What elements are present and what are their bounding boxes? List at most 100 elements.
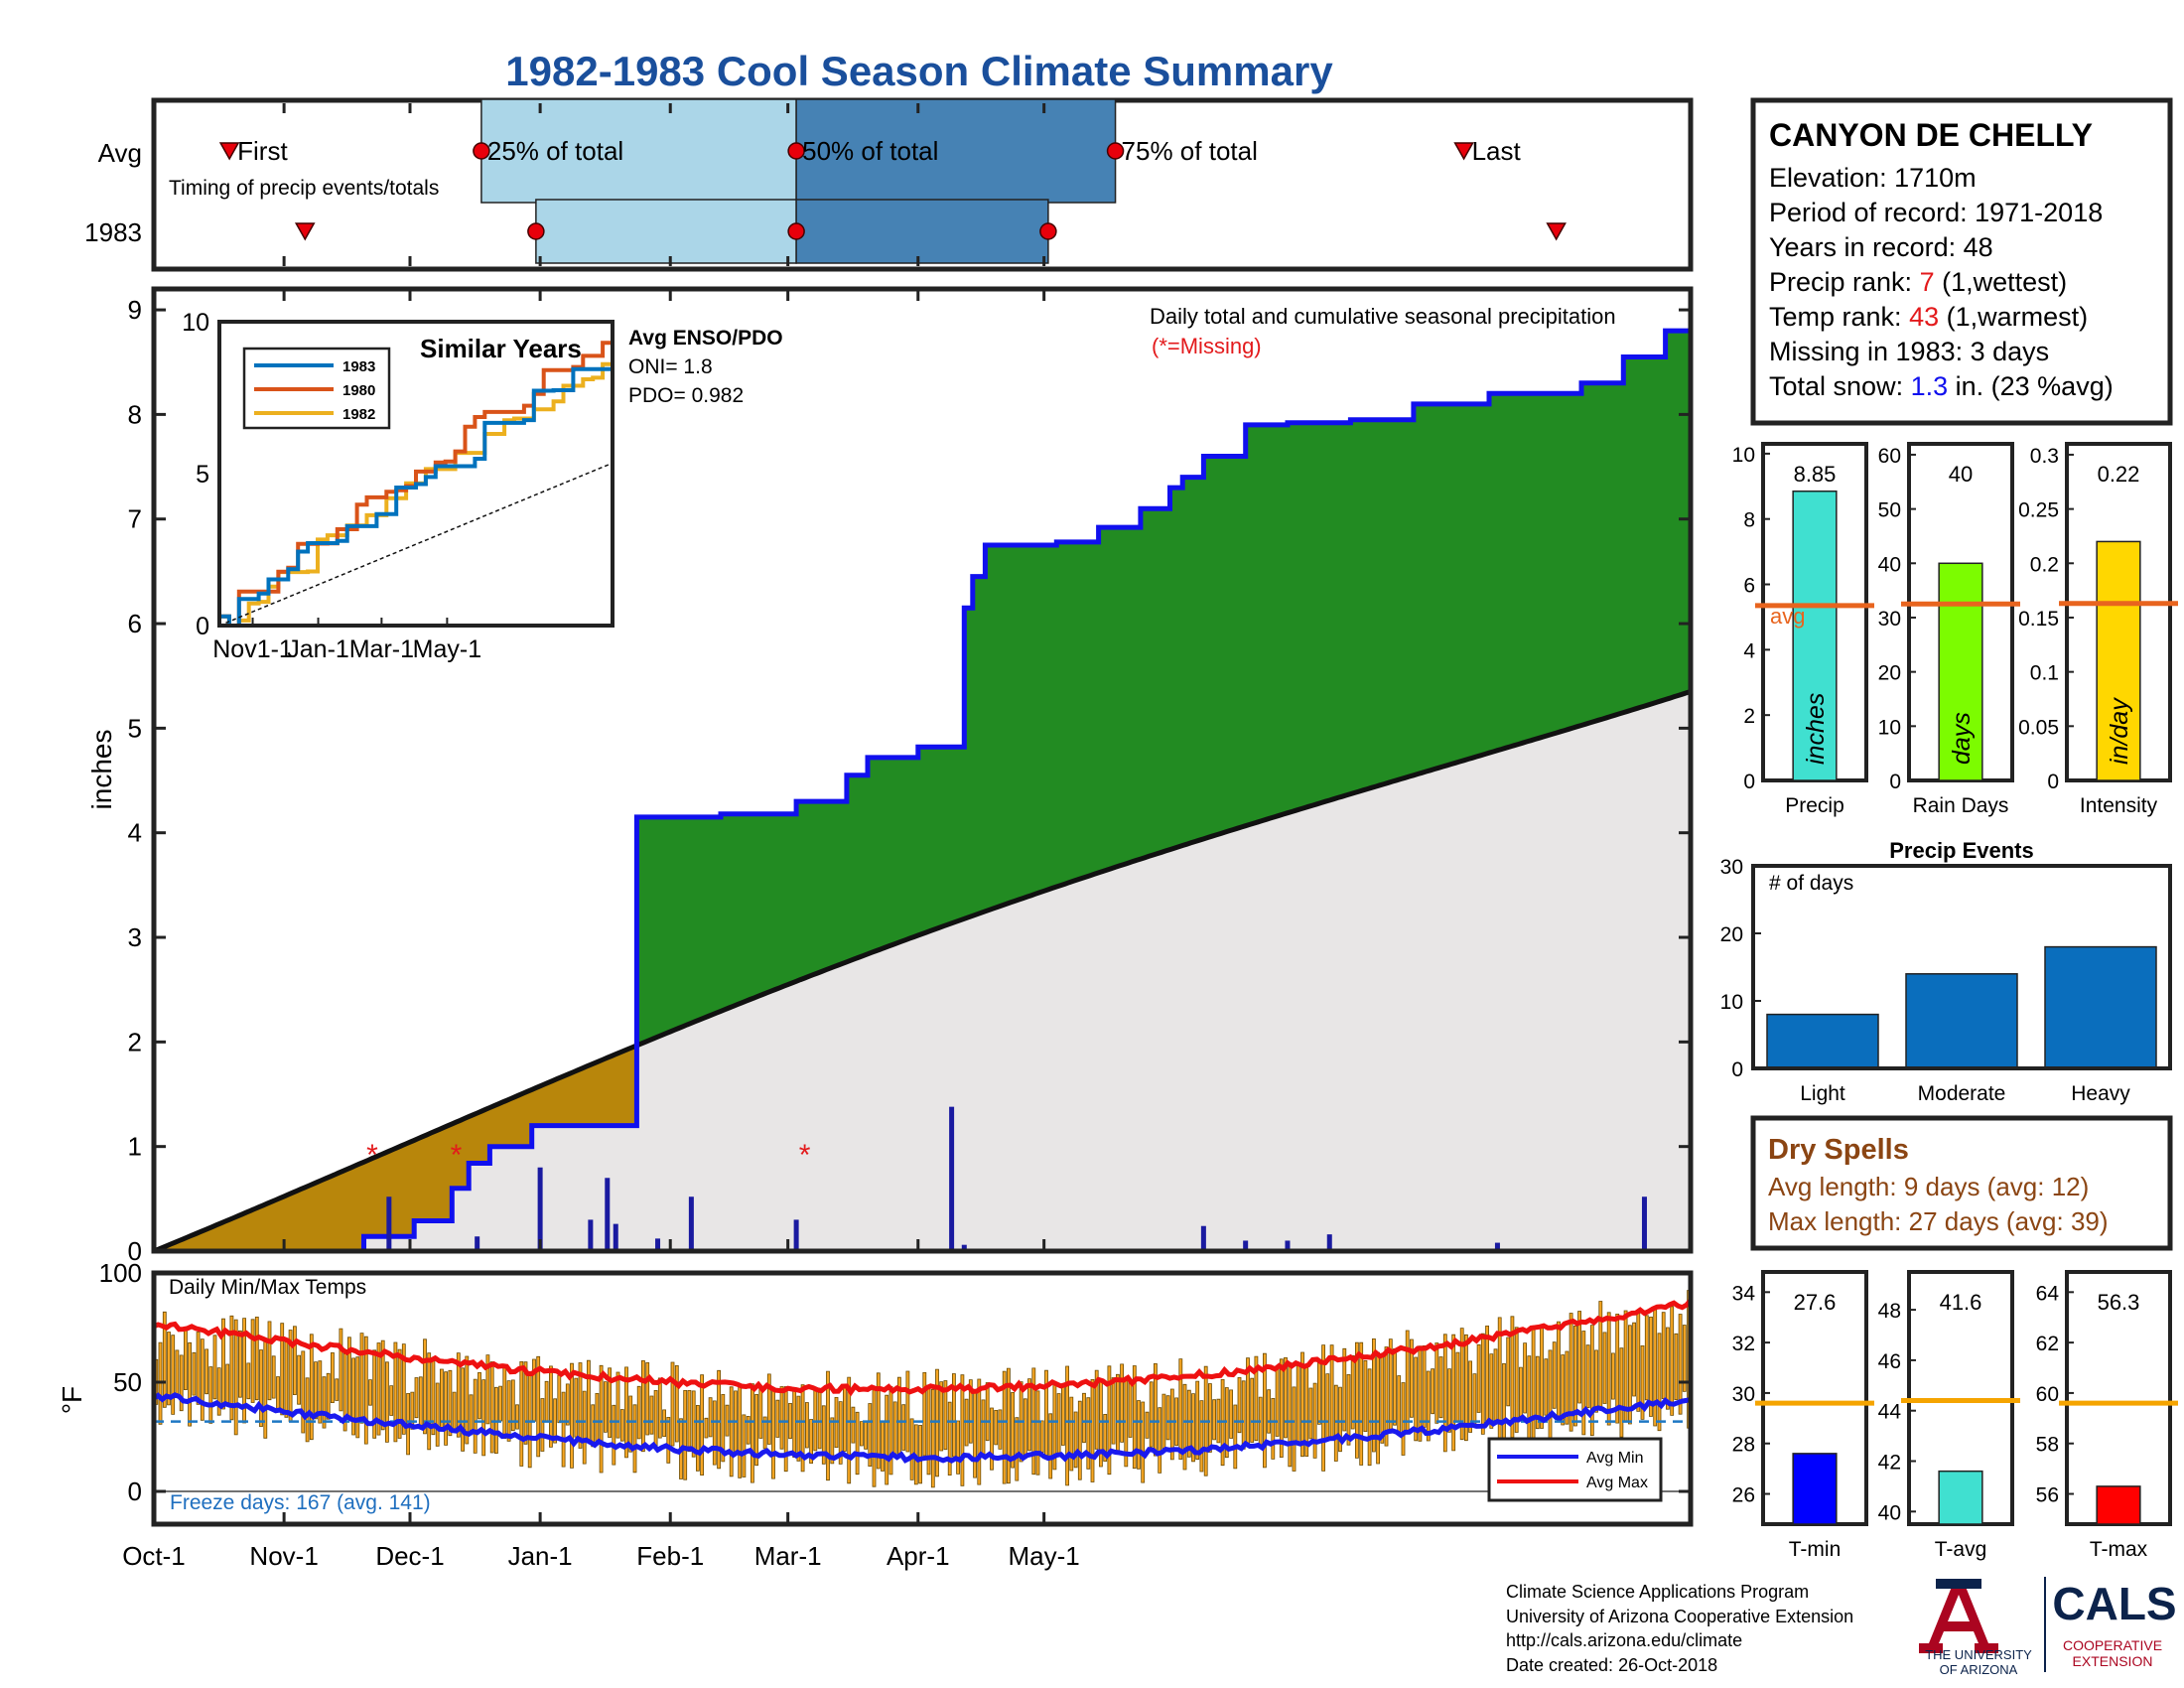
precip-events-panel: Precip Events # of days Light Moderate Hea… xyxy=(1720,838,2172,1105)
tmax-panel-value: 56.3 xyxy=(2098,1290,2140,1315)
timing-50-label: 50% of total xyxy=(802,136,938,166)
tavg-panel-tick-label: 40 xyxy=(1878,1501,1901,1524)
timing-marker-2 xyxy=(787,222,805,240)
temp-y-tick-label: 0 xyxy=(128,1477,142,1506)
legend-min-label: Avg Min xyxy=(1586,1450,1644,1467)
daily-precip-bar xyxy=(1326,1234,1332,1251)
station-name: CANYON DE CHELLY xyxy=(1769,117,2093,153)
x-axis-label: Jan-1 xyxy=(508,1541,573,1571)
x-axis-label: Oct-1 xyxy=(122,1541,186,1571)
y-tick-label: 7 xyxy=(128,504,142,534)
rain-days-panel-bar xyxy=(1938,562,1983,781)
rain-days-panel-tick-label: 50 xyxy=(1878,499,1901,522)
missing-day-marker: * xyxy=(366,1139,378,1172)
daily-precip-bar xyxy=(588,1219,594,1251)
station-period: Period of record: 1971-2018 xyxy=(1769,198,2103,227)
summary-bar-panels: 8.850246810inchesavgPrecip40010203040506… xyxy=(1732,442,2178,1561)
events-bar-heavy xyxy=(2044,945,2157,1069)
y-tick-label: 1 xyxy=(128,1132,142,1162)
temp-y-tick-label: 50 xyxy=(113,1367,142,1397)
daily-precip-bar xyxy=(1200,1225,1206,1251)
missing-day-marker: * xyxy=(451,1139,463,1172)
precip-rank: Precip rank: 7 (1,wettest) xyxy=(1769,267,2067,297)
events-tick-label: 0 xyxy=(1731,1058,1743,1081)
timing-first-label: First xyxy=(237,136,288,166)
main-ylabel: inches xyxy=(86,730,117,810)
daily-precip-bar xyxy=(613,1223,618,1251)
inset-line-1982 xyxy=(219,361,613,628)
timing-marker-2 xyxy=(787,142,805,160)
events-tick-label: 30 xyxy=(1720,856,1743,879)
precip-panel-small-bar xyxy=(1792,490,1838,781)
timing-box-50-75 xyxy=(795,98,1117,204)
footer-line-3: http://cals.arizona.edu/climate xyxy=(1506,1630,1742,1650)
tavg-panel-tick-label: 44 xyxy=(1878,1401,1902,1424)
intensity-panel-tick-label: 0.2 xyxy=(2030,553,2059,576)
intensity-panel-bar xyxy=(2096,540,2141,781)
daily-precip-bar xyxy=(688,1196,694,1251)
above-avg-area xyxy=(636,331,1692,1046)
inset-y-tick-label: 10 xyxy=(182,309,209,337)
enso-title: Avg ENSO/PDO xyxy=(628,327,783,350)
timing-last-label: Last xyxy=(1472,136,1522,166)
avg-min-line xyxy=(152,1392,1692,1464)
tmin-panel-xlabel: T-min xyxy=(1789,1538,1842,1561)
rain-days-panel-tick-label: 10 xyxy=(1878,716,1901,739)
freeze-days: Freeze days: 167 (avg. 141) xyxy=(170,1491,431,1514)
tavg-panel-value: 41.6 xyxy=(1940,1290,1982,1315)
footer-line-2: University of Arizona Cooperative Extens… xyxy=(1506,1607,1853,1626)
tmin-panel-tick-label: 34 xyxy=(1732,1282,1756,1305)
enso-oni: ONI= 1.8 xyxy=(628,355,713,378)
daily-precip-bar xyxy=(949,1106,955,1251)
dry-max: Max length: 27 days (avg: 39) xyxy=(1768,1206,2109,1236)
timing-box-50-75 xyxy=(795,199,1049,264)
precip-panel: inches Daily total and cumulative season… xyxy=(86,286,1694,1266)
rain-days-panel-tick-label: 0 xyxy=(1889,771,1901,793)
temp-y-tick-label: 100 xyxy=(99,1258,142,1288)
inset-y-tick-label: 5 xyxy=(196,461,209,489)
y-tick-label: 5 xyxy=(128,713,142,743)
precip-panel-small-tick-label: 0 xyxy=(1743,771,1755,793)
inset-x-tick-label: Mar-1 xyxy=(349,635,414,663)
x-axis-label: Apr-1 xyxy=(887,1541,950,1571)
daily-precip-bar xyxy=(605,1178,611,1251)
y-tick-label: 8 xyxy=(128,399,142,429)
tavg-panel-tick-label: 48 xyxy=(1878,1300,1901,1323)
timing-marker-3 xyxy=(1106,142,1125,160)
y-tick-label: 0 xyxy=(128,1236,142,1266)
rain-days-panel: 40 0 10 20 30 40 50 60 days Rain Days xyxy=(1878,442,2020,817)
temp-panel-frame xyxy=(151,1270,1694,1527)
tmax-panel-tick-label: 56 xyxy=(2036,1484,2059,1507)
timing-75-label: 75% of total xyxy=(1122,136,1258,166)
cals-logo: CALS COOPERATIVE EXTENSION xyxy=(2052,1578,2176,1669)
temp-ylabel: °F xyxy=(57,1386,87,1414)
precip-panel-frame xyxy=(151,286,1694,1254)
rain-days-panel-tick-label: 40 xyxy=(1878,553,1901,576)
cumulative-1983-line xyxy=(154,322,1694,1254)
inset-x-tick-label: Jan-1 xyxy=(287,635,349,663)
precip-panel-small-tick-label: 6 xyxy=(1743,575,1755,598)
footer-line-1: Climate Science Applications Program xyxy=(1506,1582,1809,1602)
footer-line-4: Date created: 26-Oct-2018 xyxy=(1506,1655,1717,1675)
rain-days-panel-tick-label: 20 xyxy=(1878,662,1901,685)
rain-days-panel-value: 40 xyxy=(1949,462,1973,487)
temp-legend-box xyxy=(1487,1437,1663,1502)
tavg-panel-tick-label: 42 xyxy=(1878,1452,1901,1475)
events-category-label: Moderate xyxy=(1918,1082,2006,1105)
page-title: 1982-1983 Cool Season Climate Summary xyxy=(505,48,1333,94)
daily-precip-bar xyxy=(961,1244,967,1251)
inset-y-tick-label: 0 xyxy=(196,613,209,640)
inset-avg-line xyxy=(218,462,614,627)
precip-panel-small-unit: inches xyxy=(1802,693,1830,765)
first-marker xyxy=(218,142,240,161)
inset-line-1983 xyxy=(219,358,614,628)
temp-rank: Temp rank: 43 (1,warmest) xyxy=(1769,302,2088,332)
university-of-arizona-logo: THE UNIVERSITY OF ARIZONA xyxy=(1919,1579,2032,1677)
enso-pdo: PDO= 0.982 xyxy=(628,384,744,407)
last-marker xyxy=(1453,142,1474,161)
y-tick-label: 6 xyxy=(128,609,142,638)
tmin-panel-bar xyxy=(1792,1453,1838,1525)
timing-row-avg-label: Avg xyxy=(98,138,142,168)
missing-days-info: Missing in 1983: 3 days xyxy=(1769,337,2049,366)
